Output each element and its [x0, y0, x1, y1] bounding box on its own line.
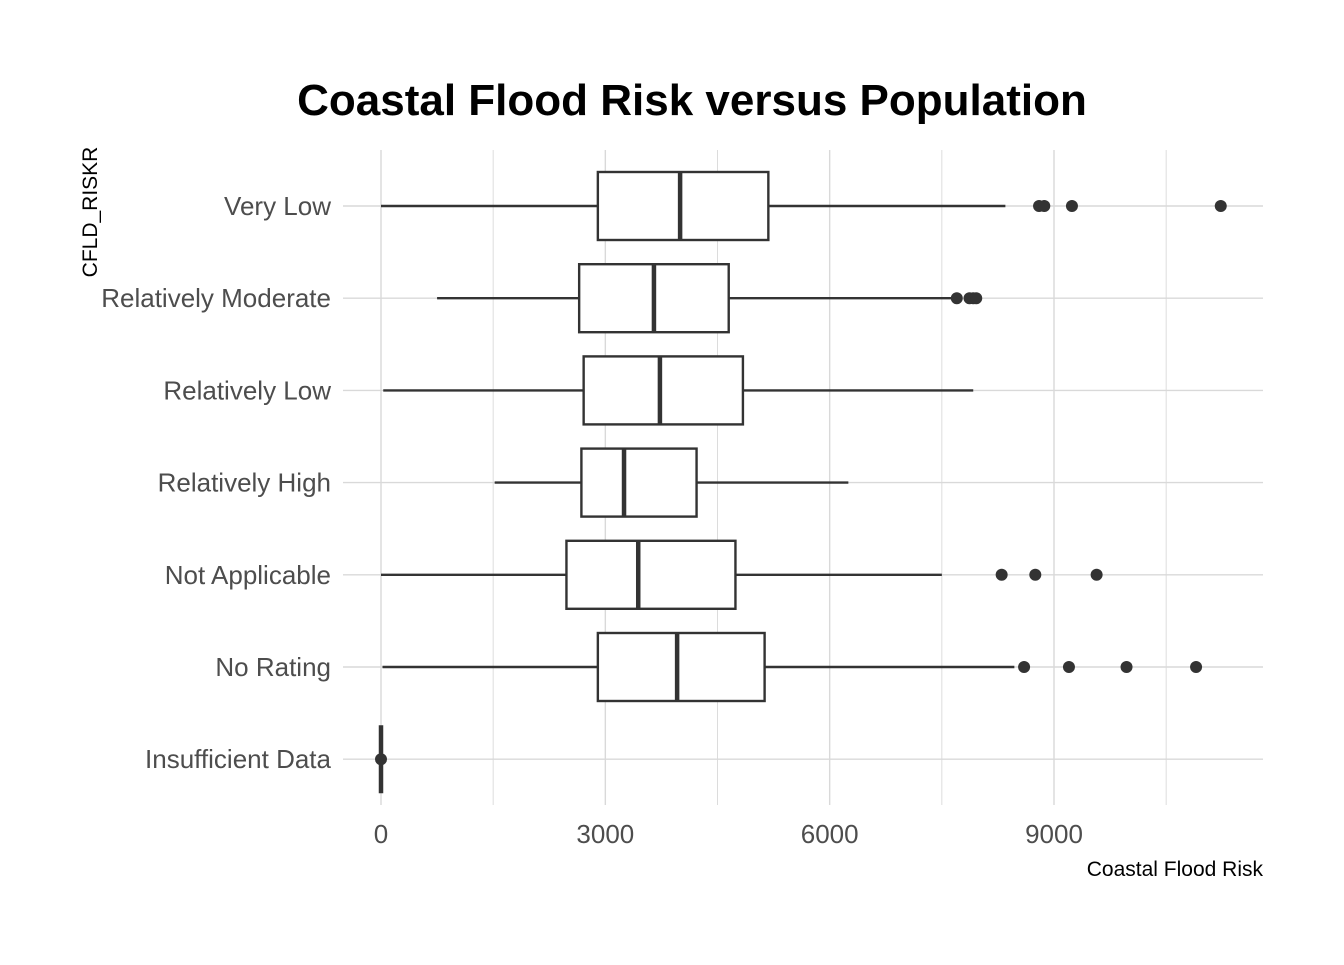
outlier-point — [1038, 200, 1051, 212]
box-iqr — [596, 631, 766, 703]
box-iqr — [580, 447, 698, 518]
outlier-point — [1120, 661, 1133, 673]
outlier-point — [1190, 661, 1203, 673]
x-tick-label: 3000 — [576, 819, 634, 849]
x-axis-title: Coastal Flood Risk — [1087, 858, 1264, 881]
category-label: Very Low — [224, 191, 331, 221]
grid-layer — [343, 150, 1263, 805]
marks-layer — [375, 170, 1227, 794]
box-group — [437, 263, 983, 334]
box-iqr — [596, 170, 770, 242]
outlier-point — [1090, 568, 1103, 581]
box-iqr — [565, 539, 737, 610]
category-label: Insufficient Data — [145, 744, 332, 774]
outlier-point — [1018, 661, 1031, 673]
x-tick-label: 6000 — [801, 819, 859, 849]
box-group — [381, 170, 1227, 242]
labels-layer: 0 3000 6000 9000 Very Low Relatively Moderate… — [101, 191, 1083, 849]
box-iqr — [582, 355, 745, 426]
outlier-point — [1029, 568, 1042, 581]
outlier-point — [1062, 661, 1075, 673]
box-group — [383, 355, 974, 426]
outlier-point — [970, 292, 983, 305]
x-tick-label: 0 — [374, 819, 388, 849]
box-group — [494, 447, 849, 518]
box-group — [375, 725, 387, 794]
category-label: Relatively Moderate — [101, 283, 331, 313]
x-tick-label: 9000 — [1025, 819, 1083, 849]
box-group — [381, 539, 1103, 610]
outlier-point — [1065, 200, 1078, 212]
outlier-point — [995, 568, 1008, 581]
outlier-point — [1214, 200, 1227, 212]
chart-title: Coastal Flood Risk versus Population — [297, 76, 1087, 125]
y-axis-title: CFLD_RISKR — [79, 147, 102, 278]
category-label: No Rating — [215, 652, 331, 682]
outlier-point — [375, 753, 387, 766]
category-label: Not Applicable — [165, 560, 331, 590]
outlier-point — [950, 292, 963, 305]
category-label: Relatively Low — [163, 375, 331, 405]
box-group — [382, 631, 1203, 703]
category-label: Relatively High — [158, 468, 331, 498]
